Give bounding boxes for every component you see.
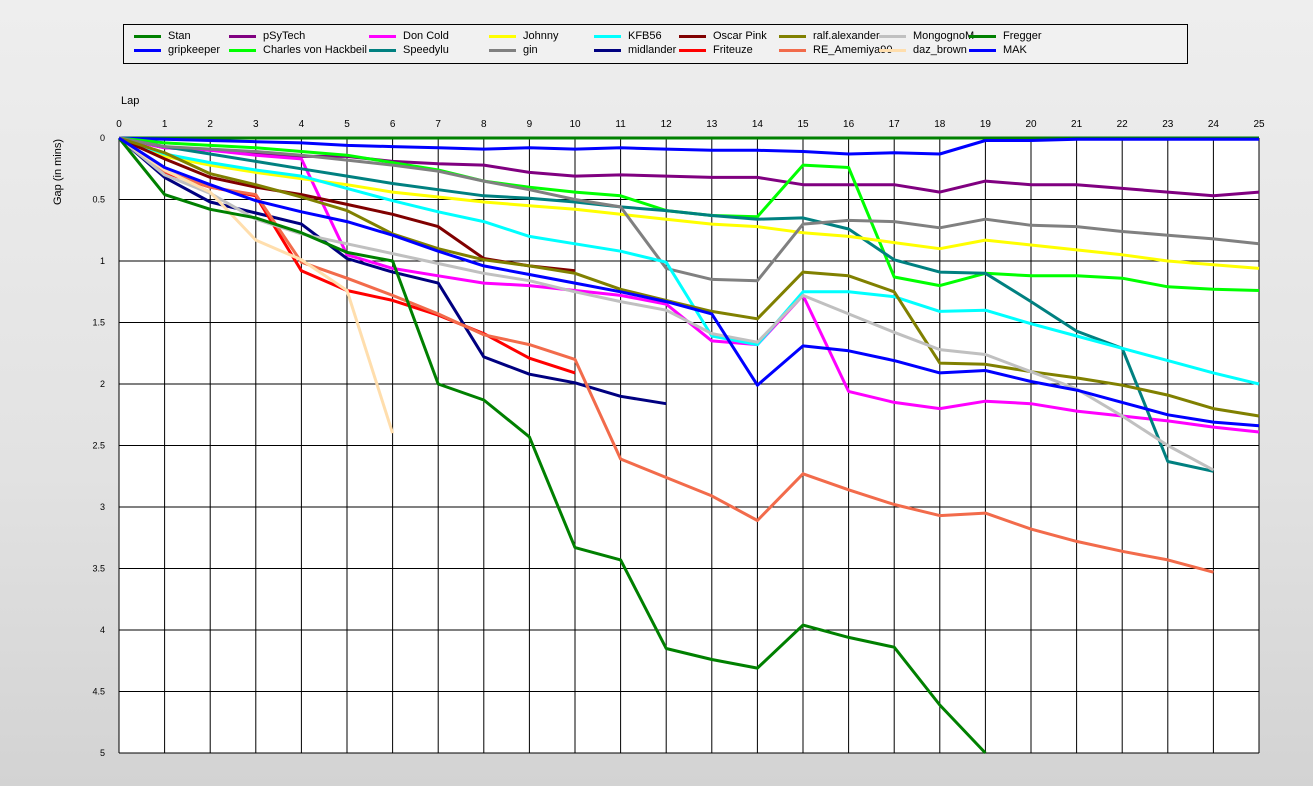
legend-label: Johnny <box>523 30 559 42</box>
y-tick-label: 0 <box>100 133 105 143</box>
y-tick-label: 4.5 <box>92 687 105 697</box>
legend-swatch <box>489 35 516 38</box>
legend-label: Don Cold <box>403 30 449 42</box>
series-line-gin <box>118 136 1260 283</box>
x-tick-label: 15 <box>797 119 809 130</box>
y-tick-label: 1.5 <box>92 318 105 328</box>
legend-swatch <box>134 35 161 38</box>
legend-swatch <box>229 35 256 38</box>
legend-swatch <box>679 35 706 38</box>
y-tick-label: 3 <box>100 502 105 512</box>
series-line-midlander <box>118 136 667 406</box>
legend-label: midlander <box>628 44 677 56</box>
legend-label: Stan <box>168 30 191 42</box>
y-tick-label: 1 <box>100 256 105 266</box>
legend-swatch <box>969 49 996 52</box>
series-line-gripkeeper <box>118 136 1259 156</box>
legend-swatch <box>134 49 161 52</box>
legend-swatch <box>594 35 621 38</box>
series-line-fregger <box>117 137 987 755</box>
x-tick-label: 20 <box>1025 119 1037 130</box>
x-tick-label: 5 <box>344 119 350 130</box>
x-tick-label: 16 <box>843 119 855 130</box>
y-tick-label: 0.5 <box>92 195 105 205</box>
x-tick-label: 22 <box>1117 119 1129 130</box>
series-line-daz-brown <box>118 136 395 434</box>
x-tick-label: 0 <box>116 119 122 130</box>
x-tick-label: 24 <box>1208 119 1220 130</box>
legend-label: gripkeeper <box>168 44 220 56</box>
x-axis-label: Lap <box>121 95 139 107</box>
series-line-re-amemiya90 <box>118 136 1214 574</box>
legend-label: Charles von Hackbeil <box>263 44 367 56</box>
legend-label: Oscar Pink <box>713 30 767 42</box>
legend-label: daz_brown <box>913 44 967 56</box>
legend-swatch <box>879 35 906 38</box>
legend-swatch <box>679 49 706 52</box>
legend-label: gin <box>523 44 538 56</box>
series-line-mak <box>118 136 1260 428</box>
x-tick-label: 14 <box>752 119 764 130</box>
legend-swatch <box>369 49 396 52</box>
y-tick-label: 5 <box>100 748 105 758</box>
x-tick-label: 11 <box>615 119 626 130</box>
legend-label: Friteuze <box>713 44 753 56</box>
y-axis-label: Gap (in mins) <box>52 139 64 205</box>
chart-grid <box>118 137 1260 754</box>
y-tick-label: 3.5 <box>92 564 105 574</box>
series-line-kfb56 <box>118 136 1260 386</box>
series-line-ralf-alexander <box>118 136 1260 418</box>
x-tick-label: 21 <box>1071 119 1083 130</box>
legend-label: Fregger <box>1003 30 1042 42</box>
x-tick-label: 23 <box>1162 119 1174 130</box>
legend-swatch <box>879 49 906 52</box>
legend-label: Speedylu <box>403 44 449 56</box>
x-tick-label: 3 <box>253 119 259 130</box>
legend-swatch <box>594 49 621 52</box>
x-tick-label: 13 <box>706 119 718 130</box>
x-tick-label: 4 <box>299 119 305 130</box>
legend-swatch <box>779 49 806 52</box>
x-tick-label: 25 <box>1253 119 1265 130</box>
chart-series <box>117 136 1260 755</box>
x-tick-label: 18 <box>934 119 946 130</box>
series-line-speedylu <box>118 136 1214 473</box>
legend-label: MAK <box>1003 44 1027 56</box>
y-tick-label: 2.5 <box>92 441 105 451</box>
legend-label: MongognoM <box>913 30 975 42</box>
legend-swatch <box>969 35 996 38</box>
x-tick-label: 6 <box>390 119 396 130</box>
x-tick-label: 8 <box>481 119 487 130</box>
legend-label: RE_Amemiya90 <box>813 44 893 56</box>
y-tick-label: 2 <box>100 379 105 389</box>
x-tick-label: 12 <box>661 119 673 130</box>
y-tick-label: 4 <box>100 625 105 635</box>
chart-axes: 0 1 2 3 4 5 6 7 8 9 10 11 12 13 14 15 16 17 18 19 20 21 22 23 24… <box>92 119 1265 758</box>
chart-legend: Stan gripkeeper pSyTech Charles von Hackbei… <box>123 24 1188 64</box>
x-tick-label: 7 <box>435 119 441 130</box>
legend-swatch <box>489 49 516 52</box>
x-tick-label: 9 <box>527 119 533 130</box>
legend-label: KFB56 <box>628 30 662 42</box>
x-tick-label: 10 <box>569 119 581 130</box>
legend-label: ralf.alexander <box>813 30 880 42</box>
x-tick-label: 2 <box>207 119 213 130</box>
legend-swatch <box>369 35 396 38</box>
legend-label: pSyTech <box>263 30 306 42</box>
legend-swatch <box>229 49 256 52</box>
legend-swatch <box>779 35 806 38</box>
x-tick-label: 1 <box>162 119 168 130</box>
x-tick-label: 17 <box>889 119 901 130</box>
x-tick-label: 19 <box>980 119 992 130</box>
